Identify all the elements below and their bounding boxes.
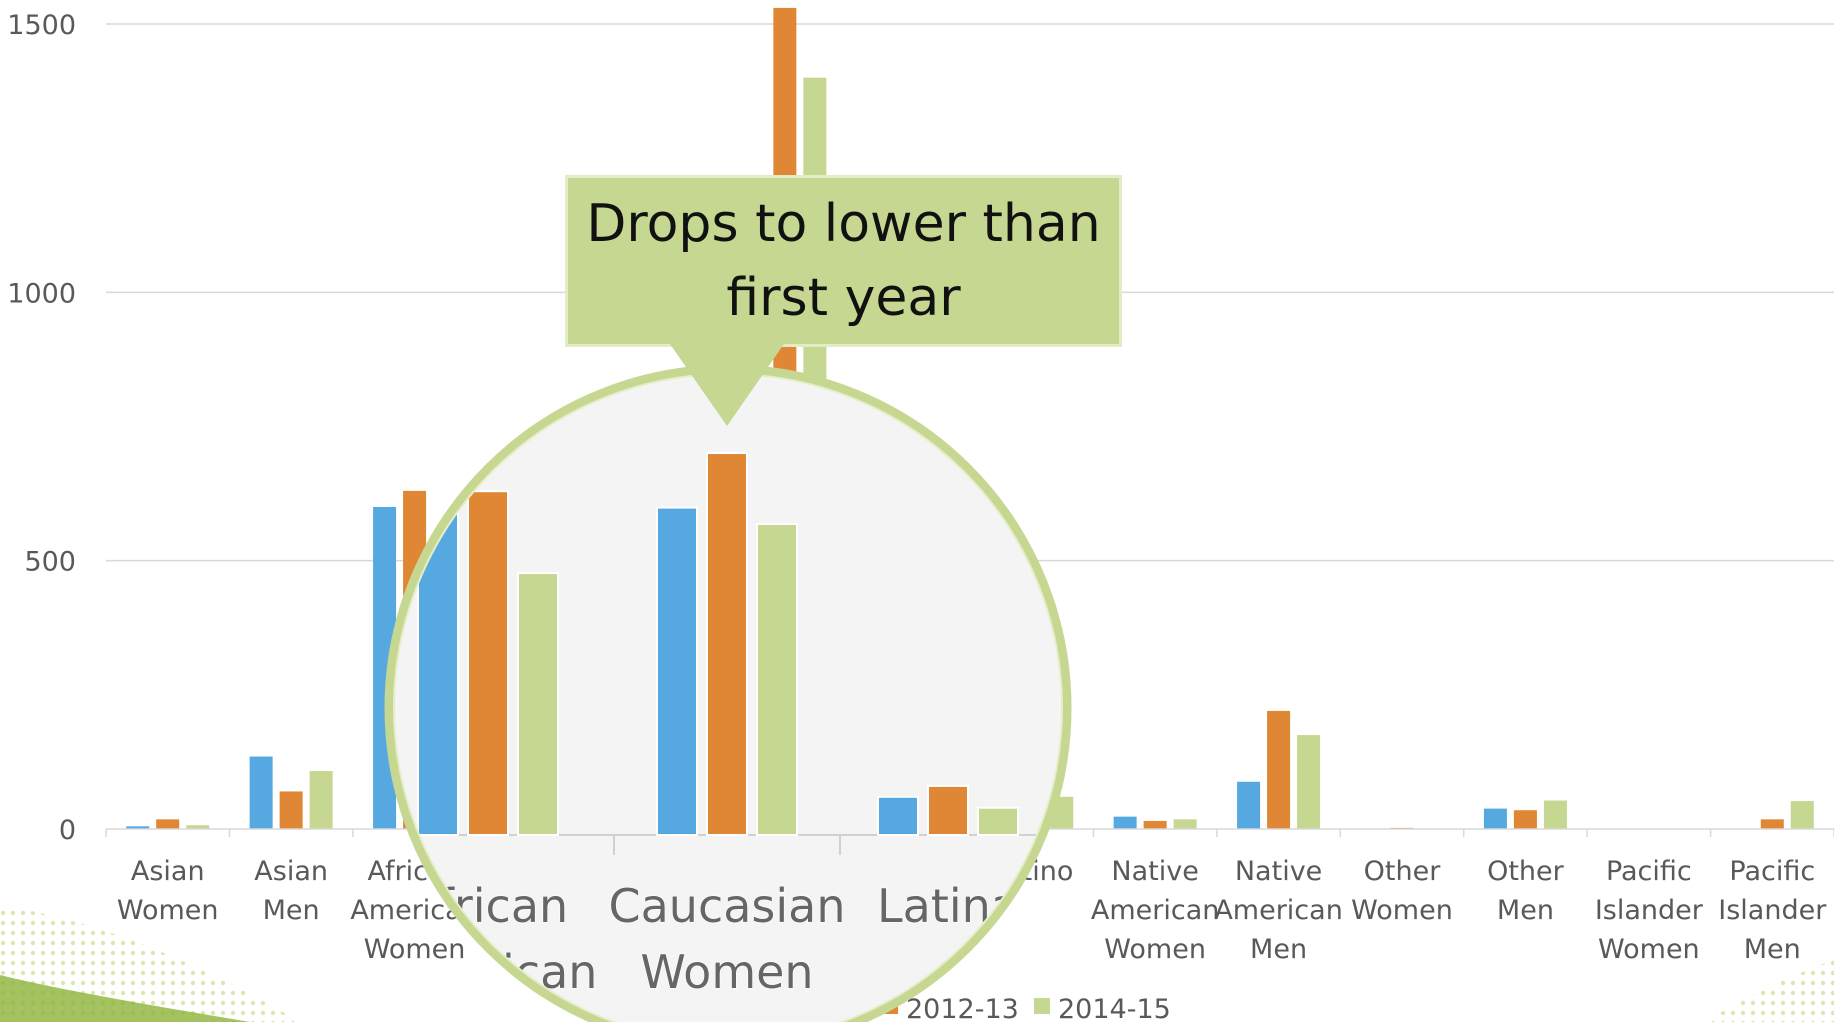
annotation-line-1: Drops to lower than <box>586 194 1101 254</box>
x-tick-label: Asian Men <box>254 856 328 926</box>
bar <box>309 771 333 829</box>
x-tick-label-line: American <box>1091 895 1220 926</box>
x-tick-label-line: Women <box>117 895 219 926</box>
bar <box>1790 801 1814 829</box>
x-tick-label-line: Other <box>1364 856 1442 887</box>
magnifier-bar <box>877 795 919 836</box>
x-tick-label-line: Women <box>1351 895 1453 926</box>
bar <box>1173 819 1197 829</box>
bar <box>1143 820 1167 829</box>
legend-label: 2014-15 <box>1058 994 1171 1022</box>
bar <box>1543 800 1567 829</box>
annotation-callout: Drops to lower than first year <box>565 175 1122 347</box>
bar <box>1513 810 1537 829</box>
magnifier-label-line: Caucasian <box>608 879 845 933</box>
x-tick-label-line: Pacific <box>1606 856 1692 887</box>
bar <box>156 819 180 829</box>
bar <box>1760 819 1784 829</box>
bar <box>1237 781 1261 829</box>
legend-swatch <box>1034 998 1050 1014</box>
magnifier-bar <box>467 490 509 836</box>
annotation-text: Drops to lower than first year <box>574 187 1112 335</box>
legend: 2012-13 2014-15 <box>882 994 1171 1022</box>
magnifier-bar <box>756 522 798 836</box>
annotation-line-2: first year <box>726 268 961 328</box>
x-tick-label-line: Islander <box>1595 895 1704 926</box>
x-tick-label: Pacific Islander Women <box>1595 856 1704 965</box>
bar <box>1297 735 1321 829</box>
bar <box>279 791 303 829</box>
magnifier-bar <box>977 806 1019 837</box>
annotation-pointer <box>670 344 784 426</box>
x-tick-label-line: Men <box>1497 895 1554 926</box>
x-tick-label-line: Men <box>1744 934 1801 965</box>
x-tick-label-line: Islander <box>1718 895 1827 926</box>
x-tick-label-line: Native <box>1235 856 1322 887</box>
bar <box>1113 816 1137 829</box>
magnifier-bar <box>927 784 969 837</box>
y-tick-label: 1000 <box>7 278 76 309</box>
y-tick-label: 500 <box>24 547 76 578</box>
magnifier-bar <box>517 572 559 836</box>
x-tick-label-line: Men <box>263 895 320 926</box>
x-tick-label: Native American Men <box>1214 856 1343 965</box>
magnifier-label-line: Women <box>640 945 813 999</box>
x-tick-label-line: Women <box>364 934 466 965</box>
y-tick-label: 1500 <box>7 10 76 41</box>
x-tick-label-line: Women <box>1598 934 1700 965</box>
x-tick-label: Other Women <box>1351 856 1453 926</box>
x-tick-label: Asian Women <box>117 856 219 926</box>
x-tick-label: Pacific Islander Men <box>1718 856 1827 965</box>
magnifier-bar <box>656 506 698 836</box>
y-tick-label: 0 <box>59 815 76 846</box>
x-tick-label: Other Men <box>1487 856 1565 926</box>
x-tick-label-line: Women <box>1104 934 1206 965</box>
x-tick-label-line: American <box>1214 895 1343 926</box>
magnifier-label: Caucasian Women <box>608 879 845 999</box>
bar <box>186 825 210 829</box>
magnifier-bar <box>706 452 748 836</box>
bar <box>1483 808 1507 829</box>
x-tick-label-line: Asian <box>131 856 205 887</box>
x-tick-label-line: Other <box>1487 856 1565 887</box>
x-tick-label-line: Native <box>1111 856 1198 887</box>
x-tick-label: Native American Women <box>1091 856 1220 965</box>
bar <box>126 826 150 829</box>
bar <box>1267 710 1291 829</box>
x-tick-label-line: Pacific <box>1729 856 1815 887</box>
x-tick-label-line: Men <box>1250 934 1307 965</box>
legend-label: 2012-13 <box>906 994 1019 1022</box>
x-tick-label-line: Asian <box>254 856 328 887</box>
decorative-dots <box>0 905 1834 1022</box>
bar <box>249 756 273 829</box>
y-axis: 0 500 1000 1500 <box>7 10 76 846</box>
